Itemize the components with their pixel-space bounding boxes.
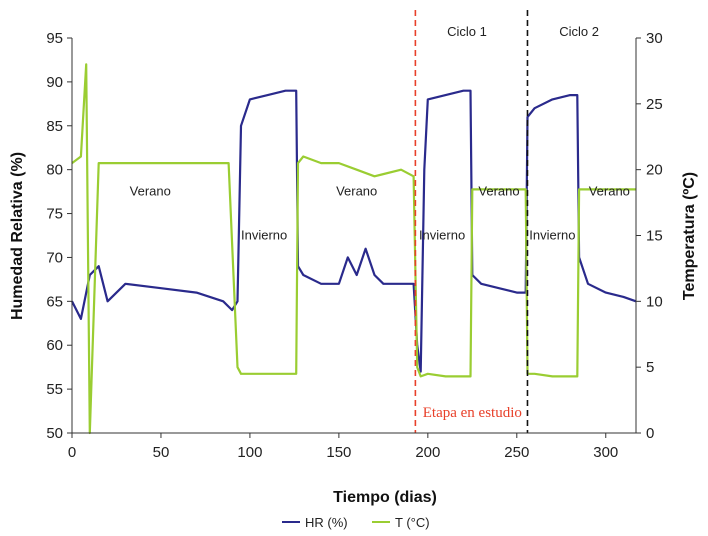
series-line-hr xyxy=(71,89,637,373)
y-left-tick-label: 70 xyxy=(46,249,63,266)
y-left-tick-label: 60 xyxy=(46,337,63,354)
annotation-1: Ciclo 2 xyxy=(559,24,599,39)
season-label: Invierno xyxy=(529,228,575,243)
annotation-2: Etapa en estudio xyxy=(423,405,522,421)
axes: 0 50 100 150 200 250 300 50 55 60 65 70 75 80 85 90 95 0 5… xyxy=(46,30,662,461)
annotation-0: Ciclo 1 xyxy=(447,24,487,39)
season-label: Verano xyxy=(336,184,377,199)
x-axis-title: Tiempo (dias) xyxy=(333,489,437,506)
y-left-axis-title: Humedad Relativa (%) xyxy=(9,152,26,320)
x-tick-label: 0 xyxy=(68,444,76,461)
y-left-tick-label: 85 xyxy=(46,118,63,135)
legend-hr-label: HR (%) xyxy=(305,515,348,530)
y-right-tick-label: 20 xyxy=(646,162,663,179)
y-right-axis-title: Temperatura (ºC) xyxy=(681,172,698,300)
season-label: Invierno xyxy=(241,228,287,243)
labels: Verano Invierno Verano Invierno Verano Invier… xyxy=(130,24,630,421)
plot-area xyxy=(71,10,637,435)
x-tick-label: 200 xyxy=(415,444,440,461)
y-right-tick-label: 25 xyxy=(646,96,663,113)
y-left-tick-label: 75 xyxy=(46,206,63,223)
x-tick-label: 250 xyxy=(504,444,529,461)
y-right-tick-label: 15 xyxy=(646,228,663,245)
x-tick-label: 150 xyxy=(326,444,351,461)
y-right-tick-label: 5 xyxy=(646,359,654,376)
x-tick-label: 50 xyxy=(153,444,170,461)
y-left-tick-label: 50 xyxy=(46,425,63,442)
y-right-tick-label: 0 xyxy=(646,425,654,442)
season-label: Verano xyxy=(478,184,519,199)
y-left-tick-label: 65 xyxy=(46,293,63,310)
y-right-tick-label: 10 xyxy=(646,293,663,310)
legend: HR (%) T (°C) xyxy=(282,515,430,530)
season-label: Verano xyxy=(589,184,630,199)
x-tick-label: 100 xyxy=(237,444,262,461)
season-label: Verano xyxy=(130,184,171,199)
y-left-tick-label: 55 xyxy=(46,381,63,398)
y-left-tick-label: 90 xyxy=(46,74,63,91)
series-line-t xyxy=(71,63,636,435)
y-left-tick-label: 95 xyxy=(46,30,63,47)
y-right-tick-label: 30 xyxy=(646,30,663,47)
season-label: Invierno xyxy=(419,228,465,243)
y-left-tick-label: 80 xyxy=(46,162,63,179)
legend-t-label: T (°C) xyxy=(395,515,430,530)
x-tick-label: 300 xyxy=(593,444,618,461)
